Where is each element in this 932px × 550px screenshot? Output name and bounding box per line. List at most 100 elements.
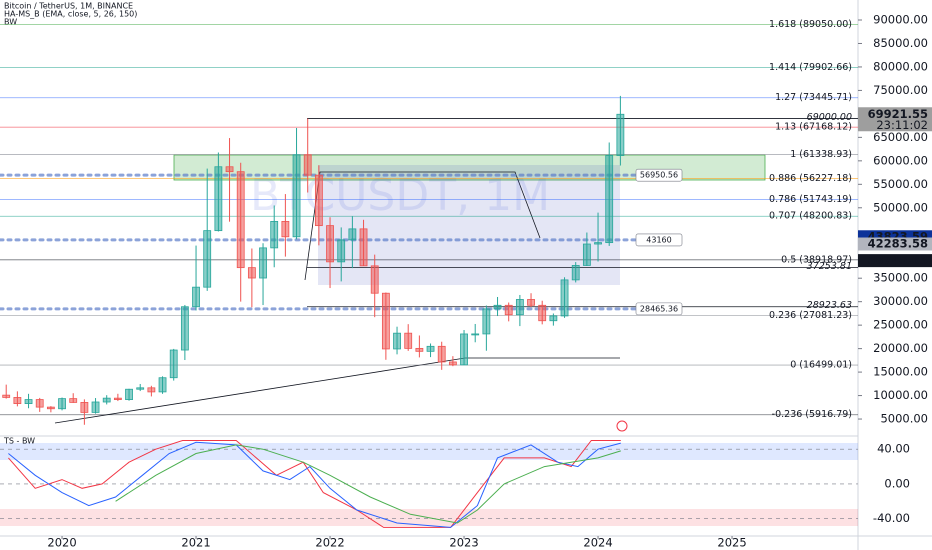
candle-body — [303, 154, 312, 176]
pane-title: TS - BW — [3, 437, 35, 446]
indicator-line — [8, 440, 621, 528]
y-tick-label: 10000.00 — [873, 388, 928, 402]
candle-body — [337, 239, 346, 263]
event-icon[interactable] — [616, 420, 628, 432]
chart-title: Bitcoin / TetherUS, 1M, BINANCE — [4, 2, 133, 11]
candle-body — [549, 315, 558, 322]
indicator-label: BW — [4, 18, 17, 27]
candle-body — [538, 304, 547, 322]
candle-body — [147, 387, 156, 393]
candle-body — [616, 113, 625, 156]
y-tick-label: 80000.00 — [873, 59, 928, 73]
fib-label: 0.886 (56227.18) — [769, 173, 852, 184]
candle-body — [180, 306, 189, 351]
y-tick-label: 30000.00 — [873, 294, 928, 308]
candle-body — [370, 265, 379, 294]
y-tick-label: 50000.00 — [873, 200, 928, 214]
fib-label: 1.618 (89050.00) — [769, 19, 852, 30]
boxed-label: 28465.36 — [640, 304, 678, 313]
candle-body — [493, 304, 502, 310]
candle-body — [270, 220, 279, 249]
candle-body — [605, 155, 614, 244]
price-tag-label: 69921.55 — [868, 107, 928, 121]
fib-label: 0.786 (51743.19) — [769, 194, 852, 205]
candle-body — [113, 397, 122, 401]
y-tick-label: 25000.00 — [873, 318, 928, 332]
candle-body — [69, 398, 78, 403]
candle-body — [24, 399, 33, 404]
pattern-line — [304, 171, 541, 281]
range-box — [318, 165, 620, 285]
x-tick-label: 2025 — [717, 536, 746, 550]
level-label: 37253.81 — [807, 261, 852, 272]
candle-body — [393, 332, 401, 350]
candle-body — [571, 265, 580, 281]
fib-label: 0 (16499.01) — [790, 360, 852, 371]
x-tick-label: 2020 — [47, 536, 76, 550]
candle-body — [80, 402, 89, 413]
y-tick-label: 15000.00 — [873, 365, 928, 379]
candle-body — [169, 349, 178, 379]
candle-body — [404, 332, 413, 349]
y-tick-label: 5000.00 — [880, 412, 928, 426]
price-tag — [858, 254, 932, 268]
x-tick-label: 2022 — [315, 536, 344, 550]
price-tag — [858, 237, 932, 251]
y-tick-label: 60000.00 — [873, 153, 928, 167]
y-tick-label: 20000.00 — [873, 341, 928, 355]
candle-body — [448, 361, 457, 366]
level-box — [635, 302, 683, 316]
candle-body — [594, 242, 602, 245]
x-tick-label: 2021 — [181, 536, 210, 550]
y-tick-label: -40.00 — [873, 511, 910, 525]
level-label: 69000.00 — [807, 112, 852, 123]
candle-body — [504, 304, 513, 316]
overbought-band — [0, 443, 858, 460]
indicator-line — [8, 441, 621, 528]
y-tick-label: 65000.00 — [873, 130, 928, 144]
indicator-label: HA-MS_B (EMA, close, 5, 26, 150) — [4, 10, 137, 19]
y-tick-label: 35000.00 — [873, 271, 928, 285]
fib-label: 1.27 (73445.71) — [775, 92, 852, 103]
x-tick-label: 2023 — [449, 536, 478, 550]
candle-body — [415, 347, 424, 352]
candle-body — [281, 220, 290, 238]
candle-body — [158, 377, 167, 393]
indicator-line — [115, 444, 621, 524]
candle-body — [560, 279, 569, 317]
countdown-label: 23:11:02 — [876, 118, 928, 132]
fib-label: 0.236 (27081.23) — [769, 310, 852, 321]
price-tag-label: 42283.58 — [868, 237, 928, 251]
fib-label: 1 (61338.93) — [790, 149, 852, 160]
boxed-label: 56950.56 — [640, 171, 678, 180]
candle-body — [437, 345, 446, 363]
y-tick-label: 0.00 — [884, 476, 910, 490]
candle-body — [2, 394, 11, 398]
candle-body — [203, 230, 212, 288]
candle-body — [326, 225, 334, 263]
y-tick-label: 85000.00 — [873, 36, 928, 50]
candle-body — [426, 345, 435, 352]
candle-body — [125, 388, 133, 401]
level-box — [635, 233, 683, 247]
level-label: 28923.63 — [807, 300, 852, 311]
candle-body — [515, 299, 524, 316]
candle-body — [35, 399, 44, 408]
candle-body — [247, 267, 256, 279]
fib-label: 0.5 (38918.97) — [781, 254, 852, 265]
price-tag-label: 38745.63 — [868, 253, 928, 267]
candle-body — [292, 154, 301, 238]
candle-body — [236, 171, 245, 269]
candle-body — [348, 228, 357, 241]
candle-body — [225, 166, 234, 173]
candle-body — [582, 243, 591, 266]
fib-label: 1.414 (79902.66) — [769, 62, 852, 73]
fib-label: -0.236 (5916.79) — [772, 409, 852, 420]
fib-label: 1.13 (67168.12) — [775, 122, 852, 133]
price-tag — [858, 107, 932, 132]
y-tick-label: 90000.00 — [873, 12, 928, 26]
x-tick-label: 2024 — [583, 536, 612, 550]
candle-body — [460, 333, 468, 366]
candle-body — [482, 308, 491, 335]
